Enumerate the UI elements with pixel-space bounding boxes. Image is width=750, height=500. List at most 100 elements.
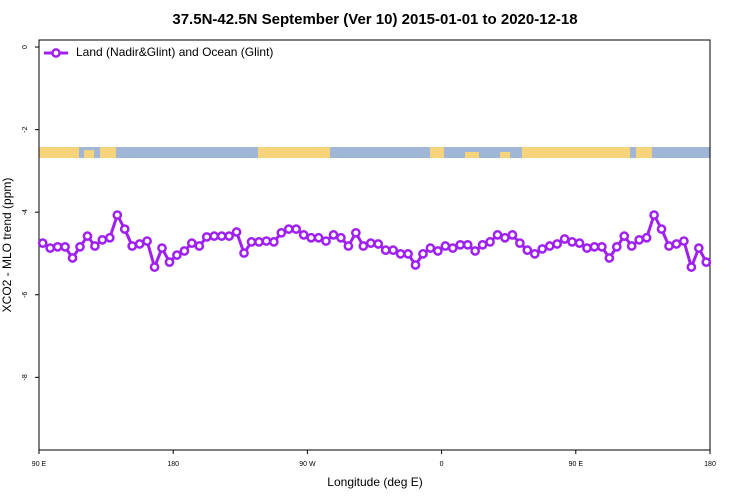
point <box>261 236 272 246</box>
point <box>395 249 406 259</box>
point <box>470 246 480 256</box>
point <box>254 237 264 247</box>
point <box>619 231 630 241</box>
point <box>216 231 227 241</box>
point <box>104 232 115 243</box>
point <box>313 232 324 243</box>
point <box>447 243 458 253</box>
point <box>351 227 361 238</box>
point <box>492 230 503 240</box>
point <box>567 237 577 247</box>
point <box>626 241 637 251</box>
point <box>336 232 346 243</box>
point <box>522 245 533 256</box>
point <box>559 234 570 244</box>
point <box>306 232 316 243</box>
x-tick-label: 180 <box>704 461 716 468</box>
y-tick-label: -6 <box>22 292 29 298</box>
y-axis-label: XCO2 - MLO trend (ppm) <box>0 178 14 313</box>
point <box>597 242 607 252</box>
point <box>485 237 495 247</box>
point <box>75 242 85 252</box>
point <box>589 242 600 252</box>
point <box>149 262 160 272</box>
point <box>641 232 652 243</box>
point <box>388 245 398 256</box>
point <box>500 232 510 243</box>
point <box>701 257 712 267</box>
point <box>686 262 697 272</box>
point <box>82 231 93 241</box>
chart-title: 37.5N-42.5N September (Ver 10) 2015-01-0… <box>172 11 577 28</box>
point <box>298 230 309 240</box>
y-tick-label: -4 <box>22 209 29 215</box>
point <box>537 244 548 254</box>
point <box>604 253 615 263</box>
point <box>455 239 466 250</box>
x-tick-label: 0 <box>440 461 444 468</box>
point <box>134 239 145 249</box>
point <box>90 241 100 251</box>
point <box>574 238 585 248</box>
point <box>291 224 302 234</box>
point <box>239 248 249 258</box>
point <box>231 227 242 237</box>
point <box>194 241 205 251</box>
point <box>403 249 413 259</box>
point <box>418 249 428 259</box>
point <box>321 236 331 246</box>
x-tick-label: 90 E <box>32 461 47 468</box>
point <box>544 241 555 251</box>
point <box>582 243 592 253</box>
point <box>209 231 220 241</box>
point <box>433 246 443 256</box>
point <box>119 224 130 234</box>
point <box>45 243 56 253</box>
point <box>679 236 689 246</box>
point <box>283 224 294 234</box>
point <box>365 238 376 248</box>
point <box>515 238 525 248</box>
point <box>60 242 70 252</box>
point <box>552 239 563 249</box>
legend-marker <box>51 48 61 58</box>
y-tick-label: -8 <box>22 374 29 380</box>
point <box>269 237 279 247</box>
point <box>328 230 339 240</box>
point <box>276 227 287 238</box>
point <box>172 250 182 260</box>
point <box>529 249 540 259</box>
point <box>440 241 451 251</box>
point <box>462 239 473 250</box>
point <box>380 245 391 256</box>
point <box>179 246 190 256</box>
point <box>664 241 674 251</box>
point <box>410 260 421 270</box>
point <box>358 241 369 251</box>
point <box>246 237 257 247</box>
y-tick-label: 0 <box>22 45 29 49</box>
land-ocean-strip <box>39 147 710 158</box>
point <box>142 236 152 246</box>
x-tick-label: 90 W <box>299 461 316 468</box>
point <box>634 234 645 245</box>
point <box>52 242 63 252</box>
point <box>186 238 197 248</box>
point <box>157 243 167 253</box>
y-tick-label: -2 <box>22 126 29 132</box>
point <box>425 243 436 253</box>
x-tick-label: 90 E <box>569 461 584 468</box>
point <box>67 253 78 263</box>
point <box>97 234 108 245</box>
point <box>671 239 682 249</box>
point <box>37 238 48 248</box>
point <box>649 210 659 220</box>
point <box>343 241 354 251</box>
x-tick-label: 180 <box>167 461 179 468</box>
point <box>611 242 622 252</box>
point <box>507 230 518 240</box>
point <box>693 243 704 253</box>
legend-label: Land (Nadir&Glint) and Ocean (Glint) <box>76 45 273 59</box>
x-axis-label: Longitude (deg E) <box>327 475 422 489</box>
